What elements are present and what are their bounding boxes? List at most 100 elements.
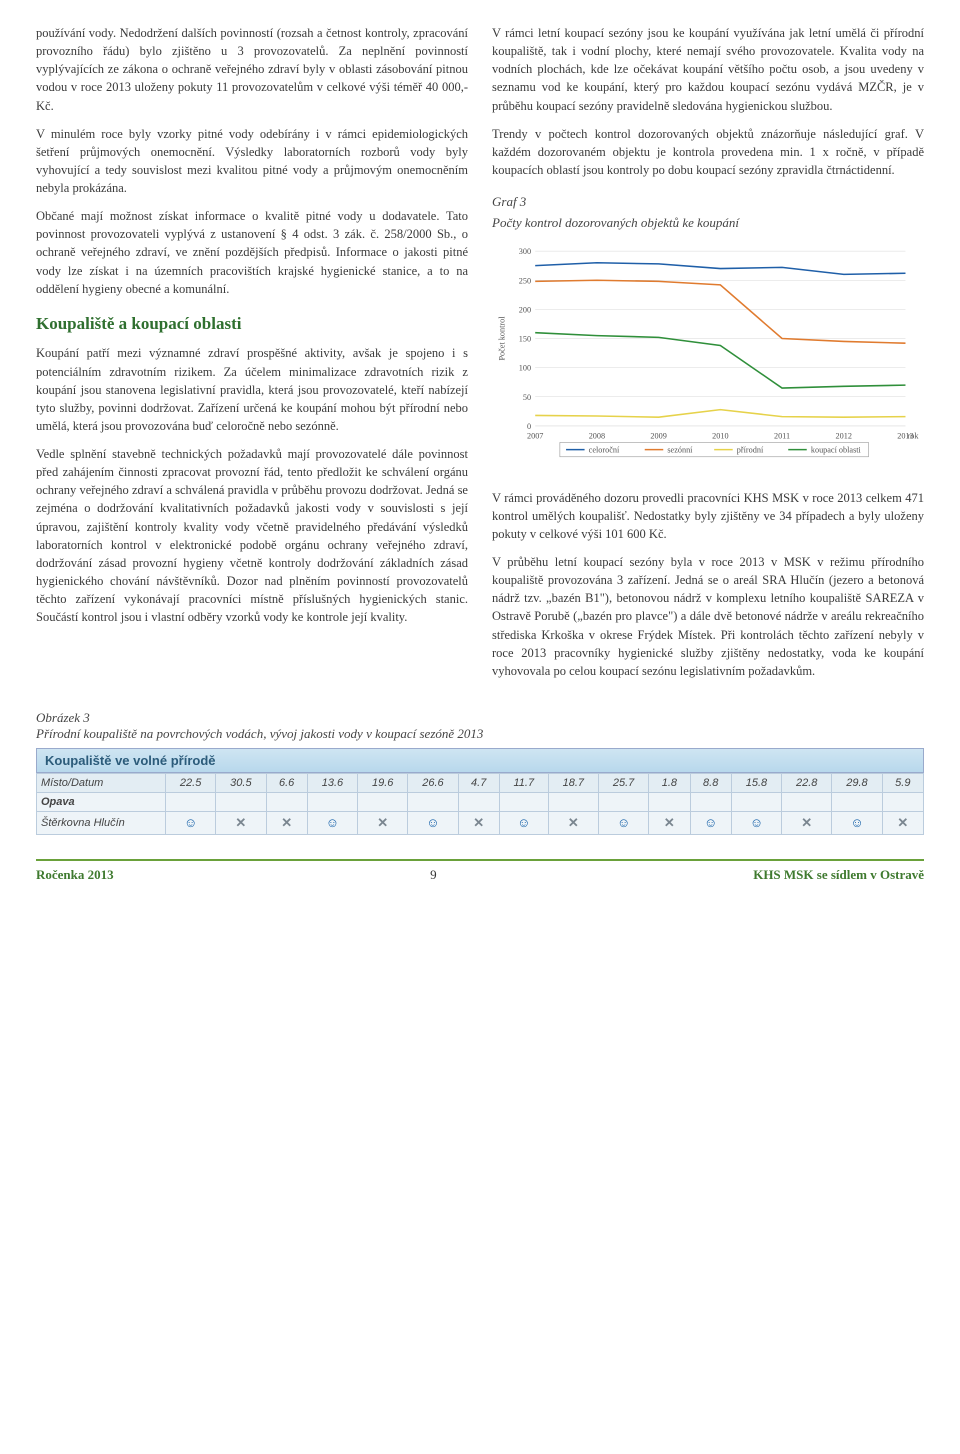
table-region: Opava xyxy=(37,792,166,811)
svg-text:2012: 2012 xyxy=(836,431,852,440)
table-empty-cell xyxy=(408,792,458,811)
x-icon: ✕ xyxy=(471,815,487,831)
table-date: 1.8 xyxy=(649,773,690,792)
table-date: 18.7 xyxy=(548,773,598,792)
svg-text:2010: 2010 xyxy=(712,431,728,440)
figure-title: Přírodní koupaliště na povrchových vodác… xyxy=(36,726,924,742)
section-heading-koupaliste: Koupaliště a koupací oblasti xyxy=(36,312,468,337)
svg-text:Počet kontrol: Počet kontrol xyxy=(497,315,506,360)
table-empty-cell xyxy=(598,792,648,811)
table-empty-cell xyxy=(782,792,832,811)
svg-text:2009: 2009 xyxy=(650,431,666,440)
table-cell-x: ✕ xyxy=(548,811,598,834)
svg-text:250: 250 xyxy=(519,276,531,285)
table-empty-cell xyxy=(832,792,882,811)
svg-text:2011: 2011 xyxy=(774,431,790,440)
table-cell-ok: ☺ xyxy=(166,811,216,834)
svg-text:sezónní: sezónní xyxy=(667,445,693,454)
x-icon: ✕ xyxy=(233,815,249,831)
smiley-icon: ☺ xyxy=(748,815,764,831)
table-empty-cell xyxy=(499,792,548,811)
table-date: 25.7 xyxy=(598,773,648,792)
table-empty-cell xyxy=(358,792,408,811)
table-date: 6.6 xyxy=(266,773,307,792)
table-corner: Místo/Datum xyxy=(37,773,166,792)
left-p5: Vedle splnění stavebně technických požad… xyxy=(36,445,468,626)
x-icon: ✕ xyxy=(895,815,911,831)
table-cell-x: ✕ xyxy=(882,811,923,834)
table-date: 4.7 xyxy=(458,773,499,792)
table-date: 15.8 xyxy=(731,773,781,792)
table-cell-x: ✕ xyxy=(358,811,408,834)
table-empty-cell xyxy=(548,792,598,811)
right-p4: V průběhu letní koupací sezóny byla v ro… xyxy=(492,553,924,680)
table-cell-ok: ☺ xyxy=(832,811,882,834)
table-cell-x: ✕ xyxy=(458,811,499,834)
table-cell-x: ✕ xyxy=(216,811,266,834)
smiley-icon: ☺ xyxy=(849,815,865,831)
figure-3: Obrázek 3 Přírodní koupaliště na povrcho… xyxy=(36,710,924,835)
page-footer: Ročenka 2013 9 KHS MSK se sídlem v Ostra… xyxy=(36,859,924,883)
x-icon: ✕ xyxy=(375,815,391,831)
smiley-icon: ☺ xyxy=(703,815,719,831)
table-date: 30.5 xyxy=(216,773,266,792)
x-icon: ✕ xyxy=(279,815,295,831)
line-chart: 0501001502002503002007200820092010201120… xyxy=(492,241,924,471)
smiley-icon: ☺ xyxy=(183,815,199,831)
table-header-bar: Koupaliště ve volné přírodě xyxy=(36,748,924,773)
table-date: 29.8 xyxy=(832,773,882,792)
table-date: 19.6 xyxy=(358,773,408,792)
svg-text:300: 300 xyxy=(519,247,531,256)
table-cell-ok: ☺ xyxy=(690,811,731,834)
footer-page-number: 9 xyxy=(430,867,437,883)
footer-left: Ročenka 2013 xyxy=(36,867,114,883)
right-p2: Trendy v počtech kontrol dozorovaných ob… xyxy=(492,125,924,179)
table-cell-ok: ☺ xyxy=(307,811,357,834)
svg-text:přírodní: přírodní xyxy=(737,445,764,454)
svg-text:celoroční: celoroční xyxy=(589,445,620,454)
smiley-icon: ☺ xyxy=(425,815,441,831)
table-date: 8.8 xyxy=(690,773,731,792)
svg-text:koupací oblasti: koupací oblasti xyxy=(811,445,862,454)
left-p1: používání vody. Nedodržení dalších povin… xyxy=(36,24,468,115)
x-icon: ✕ xyxy=(565,815,581,831)
chart-svg: 0501001502002503002007200820092010201120… xyxy=(492,241,924,471)
table-cell-x: ✕ xyxy=(649,811,690,834)
left-p3: Občané mají možnost získat informace o k… xyxy=(36,207,468,298)
table-cell-x: ✕ xyxy=(266,811,307,834)
svg-text:200: 200 xyxy=(519,305,531,314)
table-date: 13.6 xyxy=(307,773,357,792)
table-empty-cell xyxy=(166,792,216,811)
table-cell-ok: ☺ xyxy=(408,811,458,834)
table-empty-cell xyxy=(882,792,923,811)
quality-table: Místo/Datum22.530.56.613.619.626.64.711.… xyxy=(36,773,924,835)
figure-number: Obrázek 3 xyxy=(36,710,924,726)
table-cell-x: ✕ xyxy=(782,811,832,834)
table-empty-cell xyxy=(216,792,266,811)
chart-number: Graf 3 xyxy=(492,193,924,212)
table-date: 26.6 xyxy=(408,773,458,792)
right-p1: V rámci letní koupací sezóny jsou ke kou… xyxy=(492,24,924,115)
footer-right: KHS MSK se sídlem v Ostravě xyxy=(753,867,924,883)
svg-text:0: 0 xyxy=(527,422,531,431)
svg-text:rok: rok xyxy=(908,431,920,440)
table-date: 5.9 xyxy=(882,773,923,792)
x-icon: ✕ xyxy=(661,815,677,831)
svg-text:2007: 2007 xyxy=(527,431,543,440)
left-p2: V minulém roce byly vzorky pitné vody od… xyxy=(36,125,468,198)
table-date: 22.8 xyxy=(782,773,832,792)
table-cell-ok: ☺ xyxy=(731,811,781,834)
table-cell-ok: ☺ xyxy=(499,811,548,834)
table-empty-cell xyxy=(266,792,307,811)
table-date: 11.7 xyxy=(499,773,548,792)
table-empty-cell xyxy=(649,792,690,811)
svg-text:150: 150 xyxy=(519,334,531,343)
chart-title: Počty kontrol dozorovaných objektů ke ko… xyxy=(492,214,924,233)
table-site: Štěrkovna Hlučín xyxy=(37,811,166,834)
table-empty-cell xyxy=(307,792,357,811)
table-empty-cell xyxy=(690,792,731,811)
smiley-icon: ☺ xyxy=(616,815,632,831)
svg-text:2008: 2008 xyxy=(589,431,605,440)
table-empty-cell xyxy=(731,792,781,811)
table-empty-cell xyxy=(458,792,499,811)
